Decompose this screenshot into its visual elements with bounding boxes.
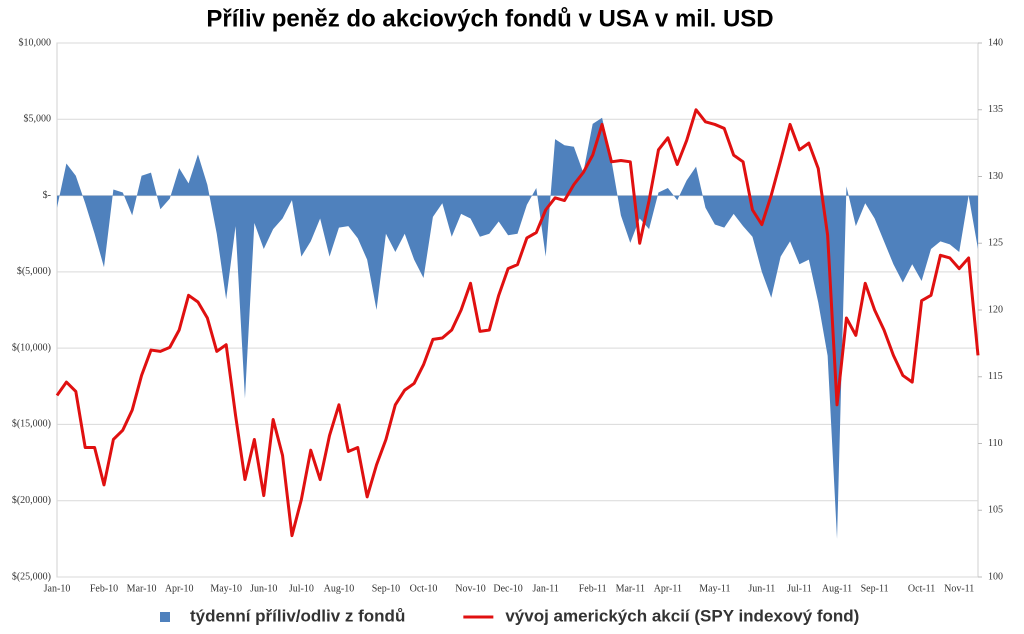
x-tick-label: Sep-10 — [372, 583, 400, 594]
x-tick-label: Jul-11 — [787, 583, 812, 594]
chart-title: Příliv peněz do akciových fondů v USA v … — [206, 5, 773, 32]
y-tick-label: $(10,000) — [12, 342, 51, 353]
flow-area — [57, 117, 978, 539]
x-tick-label: Jan-10 — [44, 583, 71, 594]
y2-tick-label: 115 — [988, 371, 1003, 382]
x-tick-label: May-11 — [699, 583, 730, 594]
y2-tick-label: 135 — [988, 104, 1003, 115]
x-tick-label: Dec-10 — [493, 583, 522, 594]
legend-label: týdenní příliv/odliv z fondů — [190, 606, 405, 625]
y2-tick-label: 110 — [988, 438, 1003, 449]
legend-swatch — [160, 612, 170, 622]
y-tick-label: $- — [43, 190, 51, 201]
x-tick-label: Jun-11 — [748, 583, 775, 594]
x-tick-label: Sep-11 — [861, 583, 889, 594]
y2-tick-label: 120 — [988, 304, 1003, 315]
x-tick-label: Aug-11 — [822, 583, 852, 594]
x-tick-label: May-10 — [210, 583, 242, 594]
x-tick-label: Jun-10 — [250, 583, 277, 594]
y2-tick-label: 105 — [988, 505, 1003, 516]
x-tick-label: Feb-10 — [90, 583, 118, 594]
y-tick-label: $(20,000) — [12, 495, 51, 506]
y-tick-label: $(5,000) — [17, 266, 51, 277]
y-tick-label: $(25,000) — [12, 571, 51, 582]
x-tick-label: Mar-11 — [616, 583, 645, 594]
x-tick-label: Jan-11 — [533, 583, 559, 594]
x-tick-label: Feb-11 — [579, 583, 607, 594]
y-tick-label: $(15,000) — [12, 419, 51, 430]
y2-tick-label: 140 — [988, 37, 1003, 48]
x-tick-label: Apr-11 — [654, 583, 682, 594]
y2-tick-label: 130 — [988, 171, 1003, 182]
y-tick-label: $10,000 — [19, 37, 52, 48]
y-tick-label: $5,000 — [24, 114, 52, 125]
y2-tick-label: 100 — [988, 571, 1003, 582]
x-tick-label: Aug-10 — [324, 583, 355, 594]
x-tick-label: Jul-10 — [289, 583, 314, 594]
x-tick-label: Apr-10 — [165, 583, 194, 594]
x-tick-label: Mar-10 — [127, 583, 157, 594]
spy-line — [55, 108, 980, 538]
x-tick-label: Nov-11 — [944, 583, 974, 594]
legend-label: vývoj amerických akcií (SPY indexový fon… — [505, 606, 859, 625]
x-tick-label: Nov-10 — [455, 583, 486, 594]
y2-tick-label: 125 — [988, 238, 1003, 249]
x-tick-label: Oct-11 — [908, 583, 935, 594]
x-tick-label: Oct-10 — [410, 583, 438, 594]
